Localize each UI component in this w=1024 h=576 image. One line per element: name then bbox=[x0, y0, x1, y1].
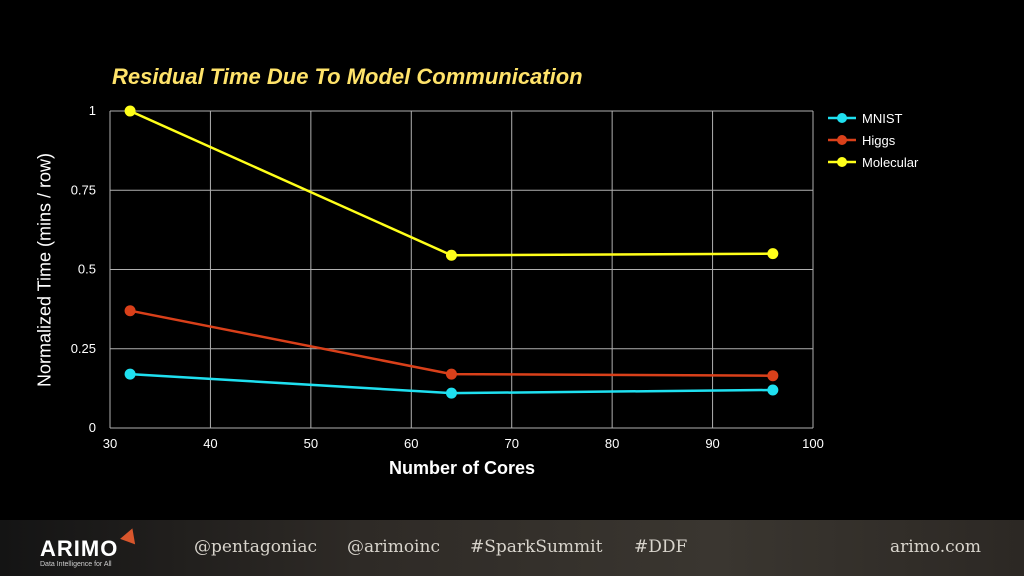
hashtag-sparksummit[interactable]: #SparkSummit bbox=[470, 537, 603, 557]
slide: 30 40 50 60 70 80 90 100 0 0.25 0.5 0.75 1 MNIST Higgs… bbox=[34, 64, 920, 478]
series-line-higgs bbox=[129, 309, 773, 377]
arimo-logo[interactable]: ARIMO Data Intelligence for All bbox=[40, 525, 150, 572]
x-tick-label: 100 bbox=[802, 436, 824, 451]
x-axis-label: Number of Cores bbox=[388, 458, 536, 478]
footer-bar bbox=[0, 520, 1024, 576]
x-tick-label: 60 bbox=[404, 436, 418, 451]
website-link[interactable]: arimo.com bbox=[890, 537, 982, 557]
legend-swatch-marker bbox=[837, 157, 847, 167]
legend-swatch-marker bbox=[837, 135, 847, 145]
x-tick-label: 90 bbox=[705, 436, 719, 451]
data-point-molecular bbox=[445, 249, 457, 261]
legend-swatch-marker bbox=[837, 113, 847, 123]
data-point-mnist bbox=[767, 384, 779, 396]
data-point-mnist bbox=[124, 368, 136, 380]
data-point-higgs bbox=[767, 370, 779, 382]
legend-label: Higgs bbox=[862, 133, 896, 148]
x-tick-label: 70 bbox=[504, 436, 518, 451]
data-point-molecular bbox=[124, 105, 136, 117]
y-tick-label: 0 bbox=[89, 420, 96, 435]
handle-pentagoniac[interactable]: @pentagoniac bbox=[194, 537, 318, 557]
chart-title: Residual Time Due To Model Communication bbox=[112, 64, 583, 89]
logo-wordmark: ARIMO bbox=[40, 536, 119, 561]
y-tick-label: 0.75 bbox=[71, 182, 96, 197]
x-tick-label: 40 bbox=[203, 436, 217, 451]
x-tick-label: 50 bbox=[304, 436, 318, 451]
legend-label: Molecular bbox=[862, 155, 919, 170]
y-axis-label: Normalized Time (mins / row) bbox=[34, 152, 55, 388]
hashtag-ddf[interactable]: #DDF bbox=[634, 537, 688, 557]
data-point-molecular bbox=[767, 248, 779, 260]
chart: 30 40 50 60 70 80 90 100 0 0.25 0.5 0.75 1 MNIST Higgs… bbox=[71, 103, 919, 451]
y-tick-label: 0.5 bbox=[78, 262, 96, 277]
y-tick-label: 1 bbox=[89, 103, 96, 118]
x-tick-label: 80 bbox=[605, 436, 619, 451]
data-point-mnist bbox=[445, 387, 457, 399]
data-point-higgs bbox=[445, 368, 457, 380]
legend-label: MNIST bbox=[862, 111, 903, 126]
data-point-higgs bbox=[124, 305, 136, 317]
x-tick-label: 30 bbox=[103, 436, 117, 451]
handle-arimoinc[interactable]: @arimoinc bbox=[347, 537, 440, 557]
logo-tagline: Data Intelligence for All bbox=[40, 561, 112, 568]
series-line-molecular bbox=[129, 109, 773, 257]
y-tick-label: 0.25 bbox=[71, 341, 96, 356]
